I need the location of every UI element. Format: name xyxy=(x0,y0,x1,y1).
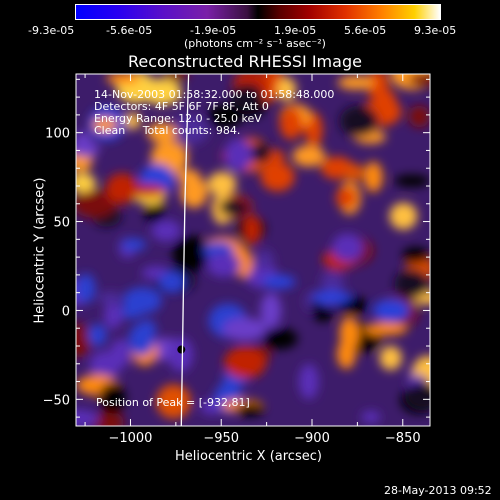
colorbar-tick-3: -1.9e-05 xyxy=(190,24,237,37)
info-line-1: 14-Nov-2003 01:58:32.000 to 01:58:48.000 xyxy=(94,88,335,101)
chart-title: Reconstructed RHESSI Image xyxy=(128,52,362,71)
info-line-4: Clean Total counts: 984. xyxy=(94,124,241,137)
colorbar-tick-5: 5.6e-05 xyxy=(344,24,387,37)
info-line-3: Energy Range: 12.0 - 25.0 keV xyxy=(94,112,262,125)
timestamp: 28-May-2013 09:52 xyxy=(384,484,492,497)
minimum-marker xyxy=(177,345,186,354)
colorbar-tick-6: 9.3e-05 xyxy=(414,24,457,37)
solar-limb-curve xyxy=(180,74,190,426)
y-tick-label: 0 xyxy=(62,304,70,319)
peak-position-label: Position of Peak = [-932,81] xyxy=(96,396,250,409)
colorbar-unit-label: (photons cm⁻² s⁻¹ asec⁻²) xyxy=(184,37,326,50)
x-tick-label: −900 xyxy=(294,431,330,446)
x-tick-label: −850 xyxy=(385,431,421,446)
y-axis-label: Heliocentric Y (arcsec) xyxy=(32,177,48,324)
info-line-2: Detectors: 4F 5F 6F 7F 8F, Att 0 xyxy=(94,100,269,113)
colorbar-tick-4: 1.9e-05 xyxy=(274,24,317,37)
colorbar-tick-2: -5.6e-05 xyxy=(106,24,153,37)
y-tick-label: −50 xyxy=(43,393,70,408)
x-tick-label: −1000 xyxy=(108,431,152,446)
y-tick-label: 100 xyxy=(45,127,70,142)
x-tick-label: −950 xyxy=(203,431,239,446)
y-tick-label: 50 xyxy=(53,216,70,231)
x-axis-label: Heliocentric X (arcsec) xyxy=(175,449,322,464)
plot-frame xyxy=(75,73,431,427)
heatmap-field xyxy=(76,74,430,426)
colorbar xyxy=(75,4,441,20)
colorbar-tick-1: -9.3e-05 xyxy=(28,24,75,37)
